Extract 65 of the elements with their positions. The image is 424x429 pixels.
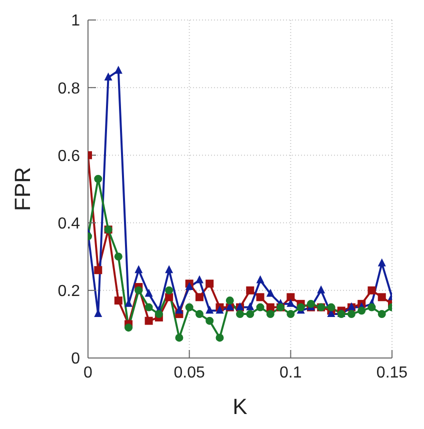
point [246,310,254,318]
point [134,265,143,274]
y-tick-label: 0.4 [58,215,80,232]
x-axis-title: K [232,394,248,419]
point [368,286,376,294]
point [144,288,153,297]
point [266,303,274,312]
point [216,334,224,342]
point [317,285,326,294]
point [144,316,153,325]
point [378,293,386,302]
point [256,303,264,312]
point [378,310,386,318]
point [286,310,295,318]
point [206,280,214,288]
x-tick-label: 0.05 [174,364,206,382]
point [195,293,204,302]
point [206,306,214,314]
point [185,282,194,290]
point [256,275,264,284]
point [347,310,356,318]
point [246,286,254,294]
point [216,306,224,314]
point [256,293,264,302]
point [124,324,133,332]
point [195,310,204,318]
point [327,303,336,312]
point [144,303,153,312]
y-tick-label: 0 [71,350,80,368]
point [165,293,174,302]
point [236,310,244,318]
point [206,316,214,325]
point [195,275,204,284]
point [114,66,122,74]
point [154,310,163,318]
point [134,286,143,294]
point [114,252,122,261]
point [114,296,122,305]
point [266,310,274,318]
point [306,300,315,308]
y-tick-label: 1 [71,12,80,30]
point [286,298,295,307]
point [175,306,184,314]
point [175,334,184,342]
point [368,303,376,312]
point [94,174,102,183]
y-tick-label: 0.6 [58,148,80,165]
point [378,258,386,266]
y-tick-label: 0.8 [58,80,80,98]
y-tick-label: 0.2 [58,283,80,300]
x-tick-label: 0.15 [376,364,408,382]
point [226,296,234,305]
point [165,286,174,294]
point [266,288,274,297]
point [296,303,305,312]
point [104,72,112,80]
point [358,306,366,315]
x-tick-label: 0.1 [280,364,302,382]
point [94,266,102,274]
y-axis-title: FPR [10,167,35,211]
point [246,302,254,310]
point [185,303,194,312]
x-tick-label: 0 [84,364,93,382]
point [165,265,174,274]
point [286,293,295,302]
